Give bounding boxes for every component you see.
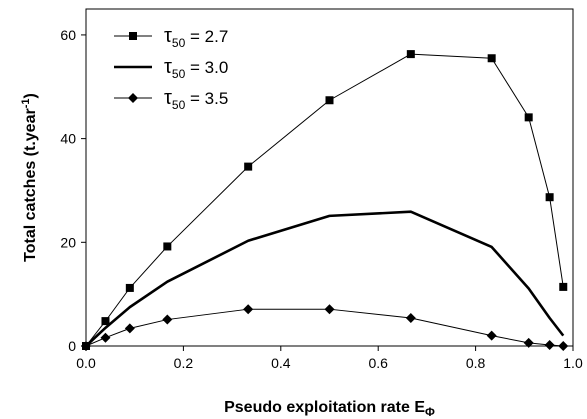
y-tick-label: 60 xyxy=(60,27,76,43)
data-point xyxy=(545,193,554,202)
x-tick-label: 0.6 xyxy=(368,355,388,371)
data-point xyxy=(81,341,91,351)
series-3 xyxy=(81,304,569,351)
x-tick-label: 0.8 xyxy=(466,355,486,371)
series-2 xyxy=(85,210,565,347)
legend-subscript: 50 xyxy=(172,36,186,50)
plot-frame xyxy=(85,8,574,347)
legend-symbol: τ xyxy=(164,56,172,78)
y-axis-label-suffix: ) xyxy=(22,93,39,98)
legend-label: τ50 = 3.5 xyxy=(164,87,228,112)
series-1 xyxy=(82,50,568,350)
legend-item: τ50 = 3.0 xyxy=(114,56,228,81)
data-point xyxy=(559,282,568,291)
x-tick-label: 0.4 xyxy=(271,355,291,371)
y-tick-label: 0 xyxy=(68,338,76,354)
legend-symbol: τ xyxy=(164,25,172,47)
data-point xyxy=(162,314,173,325)
x-axis-label-subscript: Φ xyxy=(425,405,435,419)
data-point xyxy=(100,332,111,343)
legend-subscript: 50 xyxy=(172,98,186,112)
legend-marker xyxy=(128,93,138,103)
series-line xyxy=(85,53,564,347)
legend-label: τ50 = 2.7 xyxy=(164,25,228,50)
data-point xyxy=(101,317,110,326)
axis-labels: Pseudo exploitation rate EΦ Total catches… xyxy=(20,93,435,419)
data-point xyxy=(487,54,496,63)
data-point xyxy=(406,50,415,59)
axes: 0.0 0.2 0.4 0.6 0.8 1.0 0 20 40 60 xyxy=(60,8,583,371)
data-point xyxy=(324,304,335,315)
data-point xyxy=(405,313,416,324)
legend-value: = 3.0 xyxy=(185,58,228,77)
data-point xyxy=(163,242,172,251)
y-tick-label: 20 xyxy=(60,234,76,250)
data-point xyxy=(486,330,497,341)
x-tick-label: 0.0 xyxy=(76,355,96,371)
data-point xyxy=(125,283,134,292)
legend-symbol: τ xyxy=(164,87,172,109)
legend-label: τ50 = 3.0 xyxy=(164,56,228,81)
x-axis-label: Pseudo exploitation rate EΦ xyxy=(224,399,435,419)
x-tick-label: 0.2 xyxy=(174,355,194,371)
data-point xyxy=(124,323,135,334)
y-axis-label-superscript: -1 xyxy=(20,99,32,109)
data-point xyxy=(558,341,569,351)
legend-value: = 2.7 xyxy=(185,27,228,46)
y-tick-label: 40 xyxy=(60,131,76,147)
y-axis-label-text: Total catches (t.year xyxy=(22,108,39,262)
legend-item: τ50 = 3.5 xyxy=(114,87,228,112)
series-layer xyxy=(81,50,569,351)
data-point xyxy=(325,96,334,105)
data-point xyxy=(524,113,533,122)
series-line xyxy=(85,210,565,347)
y-axis-label: Total catches (t.year-1) xyxy=(20,93,39,262)
legend-item: τ50 = 2.7 xyxy=(114,25,228,50)
data-point xyxy=(243,304,254,315)
x-axis-label-text: Pseudo exploitation rate E xyxy=(224,399,425,416)
legend-value: = 3.5 xyxy=(185,89,228,108)
data-point xyxy=(244,162,253,171)
legend-subscript: 50 xyxy=(172,67,186,81)
data-point xyxy=(544,339,555,350)
legend-marker xyxy=(129,32,137,40)
data-point xyxy=(523,337,534,348)
x-tick-label: 1.0 xyxy=(563,355,583,371)
